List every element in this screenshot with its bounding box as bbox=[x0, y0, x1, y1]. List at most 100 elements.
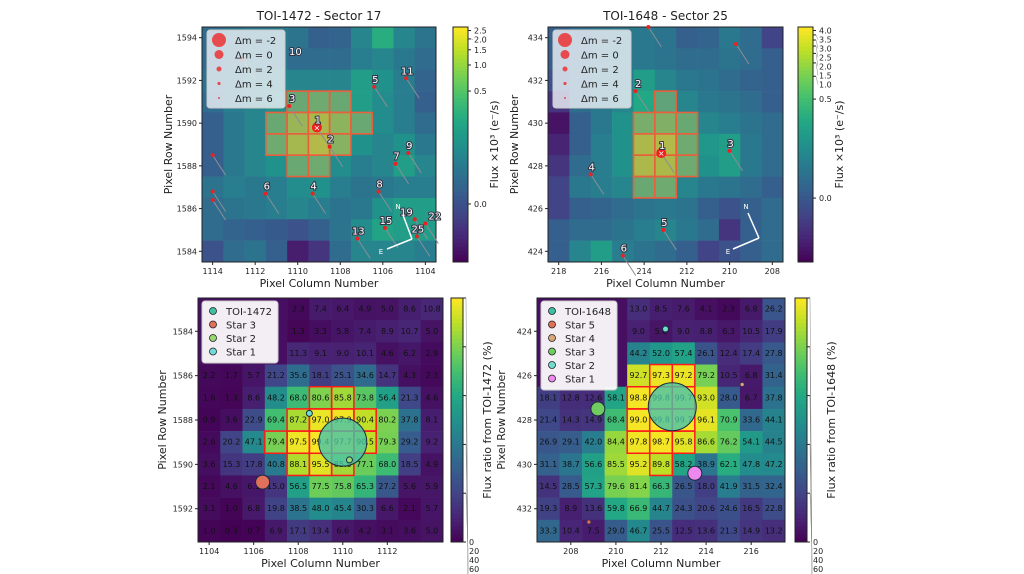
star-marker bbox=[305, 409, 313, 417]
heatmap-cell bbox=[202, 197, 224, 220]
colorbar-tick-label: 4.0 bbox=[819, 27, 832, 36]
colorbar-segment bbox=[798, 30, 813, 36]
cell-value-label: 85.5 bbox=[607, 460, 625, 469]
heatmap-cell bbox=[739, 431, 763, 454]
cell-value-label: 98.7 bbox=[652, 438, 670, 447]
colorbar-segment bbox=[795, 411, 807, 417]
heatmap-cell bbox=[220, 475, 243, 498]
legend-label: Δm = 2 bbox=[235, 65, 273, 76]
heatmap-cell bbox=[676, 155, 698, 177]
x-tick-label: 1112 bbox=[377, 547, 397, 556]
colorbar-tick-leader bbox=[815, 76, 819, 85]
x-tick-label: 208 bbox=[563, 547, 578, 556]
y-tick-label: 426 bbox=[517, 372, 532, 381]
heatmap-cell bbox=[244, 240, 267, 263]
heatmap-cell bbox=[244, 133, 267, 156]
heatmap-cell bbox=[350, 240, 373, 263]
heatmap-cell bbox=[697, 219, 720, 241]
colorbar-segment bbox=[798, 144, 813, 149]
cell-value-label: 32.4 bbox=[765, 482, 783, 491]
colorbar-segment bbox=[453, 175, 468, 181]
heatmap-cell bbox=[537, 453, 560, 476]
heatmap-cell bbox=[604, 431, 628, 454]
colorbar-segment bbox=[795, 525, 807, 531]
cell-value-label: 44.5 bbox=[765, 438, 783, 447]
heatmap-cell bbox=[649, 475, 673, 498]
colorbar-segment bbox=[795, 375, 807, 380]
heatmap-cell bbox=[676, 48, 698, 71]
cell-value-label: 8.9 bbox=[381, 327, 394, 336]
colorbar-segment bbox=[451, 432, 463, 437]
colorbar-segment bbox=[795, 330, 807, 336]
colorbar-segment bbox=[798, 140, 813, 145]
heatmap-cell bbox=[420, 475, 444, 498]
heatmap-cell bbox=[718, 240, 741, 263]
cell-value-label: 3.3 bbox=[314, 327, 327, 336]
star-label: 6 bbox=[264, 182, 270, 193]
cell-value-label: 0.3 bbox=[225, 526, 238, 535]
cell-value-label: 28.0 bbox=[720, 393, 738, 402]
heatmap-cell bbox=[265, 133, 288, 156]
x-axis-label: Pixel Column Number bbox=[260, 277, 379, 290]
compass-north-label: N bbox=[743, 203, 748, 211]
cell-value-label: 26.1 bbox=[697, 349, 715, 358]
cell-value-label: 6.7 bbox=[745, 393, 758, 402]
heatmap-cell bbox=[220, 519, 243, 543]
heatmap-cell bbox=[762, 386, 786, 410]
heatmap-cell bbox=[694, 519, 718, 543]
heatmap-cell bbox=[633, 240, 656, 263]
colorbar-segment bbox=[453, 140, 468, 145]
cell-value-label: 12.8 bbox=[562, 393, 580, 402]
colorbar-segment bbox=[795, 533, 807, 539]
y-tick-label: 1590 bbox=[177, 119, 197, 128]
colorbar-segment bbox=[453, 258, 468, 263]
heatmap-cell bbox=[590, 112, 613, 135]
cell-value-label: 9.0 bbox=[677, 327, 690, 336]
colorbar-segment bbox=[453, 101, 468, 106]
colorbar-tick-label: 1.5 bbox=[819, 72, 832, 81]
cell-value-label: 41.9 bbox=[720, 482, 738, 491]
heatmap-cell bbox=[654, 176, 677, 199]
heatmap-cell bbox=[198, 475, 221, 498]
cell-value-label: 65.3 bbox=[356, 482, 374, 491]
heatmap-cell bbox=[331, 519, 355, 543]
heatmap-cell bbox=[414, 155, 437, 177]
legend-marker bbox=[212, 33, 226, 47]
heatmap-cell bbox=[287, 48, 309, 71]
heatmap-cell bbox=[672, 342, 696, 365]
colorbar-segment bbox=[795, 440, 807, 445]
heatmap-cell bbox=[393, 197, 416, 220]
cell-value-label: 26.9 bbox=[539, 438, 557, 447]
cell-value-label: 46.7 bbox=[630, 526, 648, 535]
heatmap-cell bbox=[242, 519, 266, 543]
heatmap-cell bbox=[350, 155, 373, 177]
cell-value-label: 6.6 bbox=[336, 526, 349, 535]
colorbar-segment bbox=[453, 254, 468, 259]
star-label: 5 bbox=[661, 218, 667, 229]
colorbar-segment bbox=[798, 117, 813, 122]
colorbar-segment bbox=[451, 444, 463, 449]
heatmap-cell bbox=[633, 155, 656, 177]
heatmap-cell bbox=[739, 298, 763, 321]
cell-value-label: 29.0 bbox=[607, 526, 625, 535]
legend-marker bbox=[548, 374, 556, 383]
colorbar-segment bbox=[798, 246, 813, 251]
cell-value-label: 79.3 bbox=[378, 438, 396, 447]
heatmap-cell bbox=[740, 197, 762, 220]
x-axis-label: Pixel Column Number bbox=[606, 277, 725, 290]
heatmap-cell bbox=[718, 112, 741, 135]
colorbar-segment bbox=[795, 322, 807, 327]
heatmap-cell bbox=[717, 408, 741, 432]
colorbar-segment bbox=[795, 509, 807, 515]
cell-value-label: 21.2 bbox=[267, 371, 285, 380]
cell-value-label: 17.4 bbox=[742, 349, 760, 358]
cell-value-label: 66.9 bbox=[630, 504, 648, 513]
heatmap-cell bbox=[414, 48, 437, 71]
heatmap-cell bbox=[740, 69, 762, 92]
x-tick-label: 1114 bbox=[202, 267, 222, 276]
cell-value-label: 99.0 bbox=[630, 416, 648, 425]
cell-value-label: 2.1 bbox=[203, 482, 216, 491]
star-marker bbox=[647, 382, 697, 432]
cell-value-label: 69.4 bbox=[267, 416, 285, 425]
heatmap-cell bbox=[308, 240, 330, 263]
